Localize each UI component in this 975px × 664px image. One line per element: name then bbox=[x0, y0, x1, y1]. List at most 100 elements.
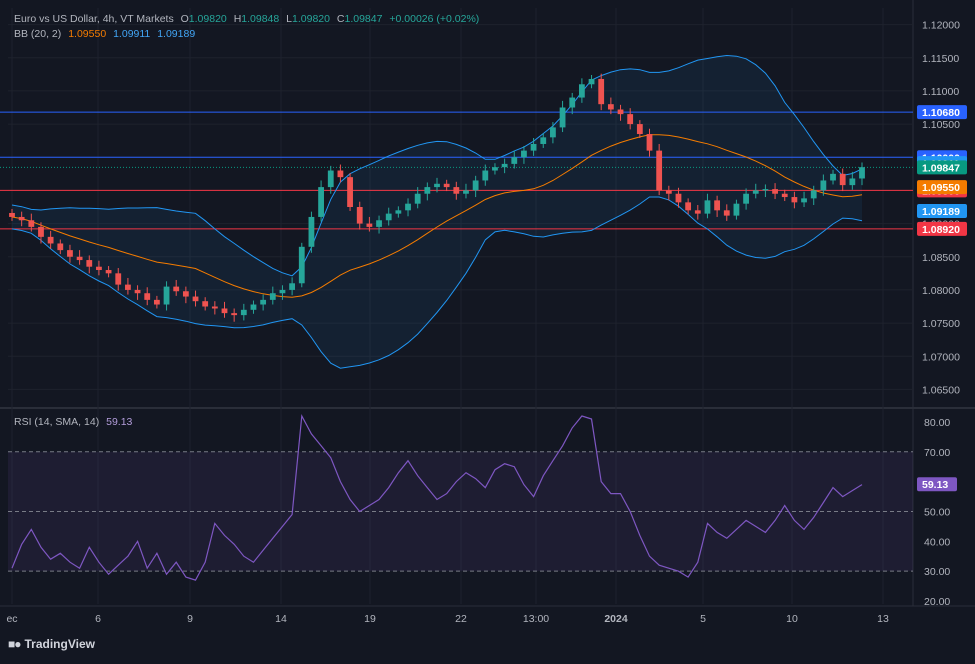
candle-body bbox=[859, 167, 865, 179]
close-label: C bbox=[336, 13, 345, 25]
level-price-label-box bbox=[917, 105, 967, 120]
candle-body bbox=[704, 200, 711, 214]
candle-body bbox=[530, 143, 537, 151]
rsi-indicator-name[interactable]: RSI (14, SMA, 14) bbox=[14, 416, 100, 428]
candle-body bbox=[511, 157, 518, 164]
candle-body bbox=[714, 200, 721, 211]
candle-body bbox=[376, 220, 382, 227]
candle-body bbox=[569, 97, 576, 108]
candle-body bbox=[424, 187, 431, 194]
candle-body bbox=[47, 236, 54, 244]
candle-body bbox=[617, 109, 624, 115]
open-label: O bbox=[180, 13, 189, 25]
candle-body bbox=[260, 299, 267, 305]
candle-body bbox=[347, 177, 353, 207]
indicator-price-label: 1.09847 bbox=[922, 162, 960, 174]
candle-body bbox=[723, 210, 730, 216]
time-tick-label: 13:00 bbox=[523, 613, 549, 625]
price-tick-label: 1.08000 bbox=[922, 285, 960, 297]
bb-basis-value: 1.09550 bbox=[68, 28, 107, 40]
candle-body bbox=[57, 243, 64, 251]
bb-upper-value: 1.09911 bbox=[113, 28, 151, 40]
candle-body bbox=[192, 296, 199, 302]
candle-body bbox=[86, 260, 93, 267]
low-label: L bbox=[286, 13, 293, 25]
candle-body bbox=[125, 284, 131, 290]
rsi-tick-label: 70.00 bbox=[924, 447, 950, 459]
candle-body bbox=[28, 220, 35, 227]
time-tick-label: 22 bbox=[455, 613, 467, 625]
candle-body bbox=[76, 256, 83, 261]
candle-body bbox=[269, 293, 276, 300]
candle-body bbox=[144, 293, 151, 300]
level-price-label: 1.08920 bbox=[922, 224, 960, 236]
candle-body bbox=[607, 104, 614, 110]
level-price-label: 1.10680 bbox=[922, 107, 960, 119]
rsi-last-value-label: 59.13 bbox=[922, 479, 948, 491]
rsi-legend: RSI (14, SMA, 14) 59.13 bbox=[14, 416, 136, 428]
indicator-price-label: 1.09550 bbox=[922, 182, 960, 194]
ohlc-legend: Euro vs US Dollar, 4h, VT Markets O1.098… bbox=[14, 13, 483, 25]
candle-body bbox=[38, 226, 44, 237]
indicator-price-label-box bbox=[917, 160, 967, 175]
candle-body bbox=[463, 190, 469, 194]
bb-basis-line bbox=[11, 134, 863, 298]
candle-body bbox=[849, 178, 856, 186]
high-label: H bbox=[233, 13, 242, 25]
candle-body bbox=[636, 124, 643, 135]
candle-body bbox=[762, 189, 769, 191]
candle-body bbox=[211, 306, 218, 309]
indicator-price-label-box bbox=[917, 204, 967, 219]
candle-body bbox=[743, 193, 749, 204]
candle-body bbox=[250, 304, 257, 310]
candle-body bbox=[385, 213, 392, 221]
price-tick-label: 1.11500 bbox=[922, 53, 959, 65]
candle-body bbox=[163, 286, 170, 305]
candle-body bbox=[414, 193, 421, 204]
candle-body bbox=[801, 198, 807, 203]
candle-body bbox=[839, 173, 846, 186]
candle-body bbox=[694, 210, 701, 214]
candle-body bbox=[830, 173, 836, 181]
candle-body bbox=[665, 190, 672, 194]
candle-body bbox=[279, 289, 286, 294]
candle-body bbox=[337, 170, 344, 178]
candle-body bbox=[656, 150, 663, 191]
bb-indicator-name[interactable]: BB (20, 2) bbox=[14, 28, 62, 40]
candle-body bbox=[356, 207, 363, 224]
candle-body bbox=[202, 301, 209, 307]
price-tick-label: 1.11000 bbox=[922, 86, 959, 98]
candle-body bbox=[752, 190, 759, 194]
candle-body bbox=[18, 216, 25, 221]
tradingview-logo-icon: ■● bbox=[8, 637, 21, 651]
rsi-tick-label: 30.00 bbox=[924, 566, 950, 578]
price-tick-label: 1.08500 bbox=[922, 252, 960, 264]
bb-upper-line bbox=[11, 54, 863, 277]
tradingview-logo[interactable]: ■● TradingView bbox=[8, 637, 95, 651]
candle-body bbox=[453, 187, 460, 194]
time-tick-label: 5 bbox=[700, 613, 706, 625]
open-value: 1.09820 bbox=[188, 13, 227, 25]
rsi-axis[interactable]: 80.00 70.00 50.00 40.00 30.00 20.00 bbox=[924, 417, 950, 608]
candles bbox=[9, 73, 865, 322]
candle-body bbox=[443, 183, 450, 188]
candle-body bbox=[231, 313, 238, 316]
candle-body bbox=[366, 223, 373, 227]
time-axis[interactable]: ec 6 9 14 19 22 13:00 2024 5 10 13 bbox=[6, 613, 889, 625]
candle-body bbox=[559, 107, 566, 128]
indicator-price-label: 1.09189 bbox=[922, 206, 960, 218]
time-tick-label: 10 bbox=[786, 613, 798, 625]
time-tick-label: 13 bbox=[877, 613, 889, 625]
level-price-label-box bbox=[917, 221, 967, 236]
symbol-title[interactable]: Euro vs US Dollar, 4h, VT Markets bbox=[14, 13, 174, 25]
candle-body bbox=[434, 183, 440, 188]
candle-body bbox=[627, 114, 634, 125]
candle-body bbox=[105, 270, 112, 274]
candle-body bbox=[521, 150, 527, 158]
candle-body bbox=[781, 193, 788, 198]
high-value: 1.09848 bbox=[241, 13, 280, 25]
candle-body bbox=[501, 163, 508, 168]
time-tick-label: 2024 bbox=[604, 613, 628, 625]
